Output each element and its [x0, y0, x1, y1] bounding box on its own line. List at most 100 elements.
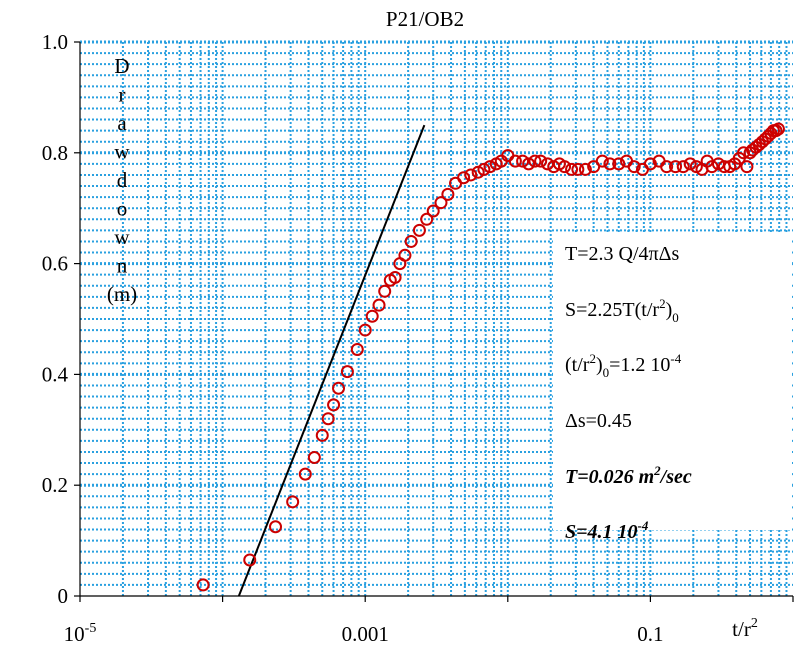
y-axis-title-letter: n [117, 254, 128, 278]
y-tick-label: 0.4 [42, 362, 69, 386]
chart-title: P21/OB2 [386, 7, 464, 31]
annotation-text: S=4.1 10 [565, 521, 638, 543]
data-point [315, 428, 329, 442]
data-point [643, 157, 657, 171]
data-point [508, 154, 522, 168]
data-point [298, 467, 312, 481]
annotation-superscript: 2 [659, 296, 666, 311]
data-point [612, 157, 626, 171]
annotation-text: S=2.25T(t/r [565, 299, 659, 321]
data-point [365, 309, 379, 323]
data-point [705, 160, 719, 174]
data-point [534, 154, 548, 168]
data-points [196, 122, 785, 592]
y-tick-label: 0.2 [42, 473, 68, 497]
data-point [441, 187, 455, 201]
axes [74, 41, 794, 602]
annotation-text: ) [596, 354, 603, 376]
x-tick-label-base: 0.001 [342, 622, 389, 646]
data-point [595, 154, 609, 168]
data-point [737, 146, 751, 160]
data-point [457, 171, 471, 185]
annotation-line: T=2.3 Q/4πΔs [565, 243, 679, 265]
data-point [388, 270, 402, 284]
annotation-line: S=2.25T(t/r2)0 [565, 296, 679, 325]
data-point [683, 157, 697, 171]
fit-line [237, 124, 426, 597]
annotation-subscript: 0 [603, 365, 610, 380]
data-point [660, 160, 674, 174]
data-point [286, 495, 300, 509]
annotation-text: =1.2 10 [609, 354, 670, 376]
annotation-text: (t/r [565, 354, 590, 376]
data-point [372, 298, 386, 312]
annotation-text: T=2.3 Q/4πΔs [565, 243, 679, 265]
annotation-text: T=0.026 m [565, 466, 654, 488]
data-point [412, 223, 426, 237]
x-tick-label-base: 0.1 [637, 622, 663, 646]
annotation-text: /sec [659, 466, 692, 488]
y-axis-title-letter: w [114, 225, 130, 249]
data-point [434, 196, 448, 210]
data-point [340, 365, 354, 379]
data-point [398, 248, 412, 262]
data-point [771, 122, 785, 136]
annotation-superscript: 2 [653, 463, 661, 478]
data-point [627, 160, 641, 174]
annotation-line: (t/r2)0=1.2 10-4 [565, 351, 682, 380]
fit-line-group [237, 124, 426, 597]
x-axis-title-text: t/r2 [732, 616, 758, 641]
data-point [516, 154, 530, 168]
annotation-line: S=4.1 10-4 [565, 518, 649, 543]
data-point [404, 234, 418, 248]
data-point [243, 553, 257, 567]
data-point [676, 160, 690, 174]
y-axis-title-letter: r [119, 83, 126, 107]
data-point [196, 578, 210, 592]
data-point [740, 160, 754, 174]
data-point [483, 160, 497, 174]
annotation-subscript: 0 [672, 310, 679, 325]
data-point [558, 160, 572, 174]
x-tick-label: 10-5 [64, 621, 97, 646]
y-axis-title-letter: D [114, 54, 129, 78]
annotation-superscript: -4 [670, 351, 681, 366]
data-point [565, 162, 579, 176]
data-point [578, 162, 592, 176]
annotation-superscript: -4 [638, 518, 649, 533]
annotation-line: Δs=0.45 [565, 410, 632, 432]
y-tick-label: 0.6 [42, 252, 68, 276]
data-point [307, 451, 321, 464]
x-tick-label: 0.001 [342, 622, 389, 646]
data-point [327, 398, 341, 412]
data-point [332, 381, 346, 395]
y-axis-title-letter: w [114, 140, 130, 164]
x-axis-title-base: t/r [732, 617, 751, 641]
y-tick-label: 0.8 [42, 141, 68, 165]
x-axis-title: t/r2 [732, 616, 758, 641]
data-point [269, 520, 283, 534]
data-point [426, 204, 440, 218]
x-tick-label-exponent: -5 [85, 621, 97, 636]
y-axis-title-letter: (m) [107, 282, 137, 306]
data-point [321, 412, 335, 426]
data-point [464, 168, 478, 182]
data-point [571, 162, 585, 176]
y-axis-title-letter: o [117, 197, 128, 221]
data-point [420, 212, 434, 226]
data-point [528, 154, 542, 168]
data-point [358, 323, 372, 337]
y-tick-label: 0 [58, 584, 69, 608]
y-axis-title-letter: d [117, 168, 128, 192]
data-point [522, 157, 536, 171]
data-point [378, 284, 392, 298]
x-tick-label-base: 10 [64, 622, 85, 646]
data-point [603, 157, 617, 171]
annotation-background [553, 232, 791, 530]
x-axis-title-exponent: 2 [751, 616, 758, 631]
annotation-text: ) [666, 299, 673, 321]
data-point [669, 160, 683, 174]
